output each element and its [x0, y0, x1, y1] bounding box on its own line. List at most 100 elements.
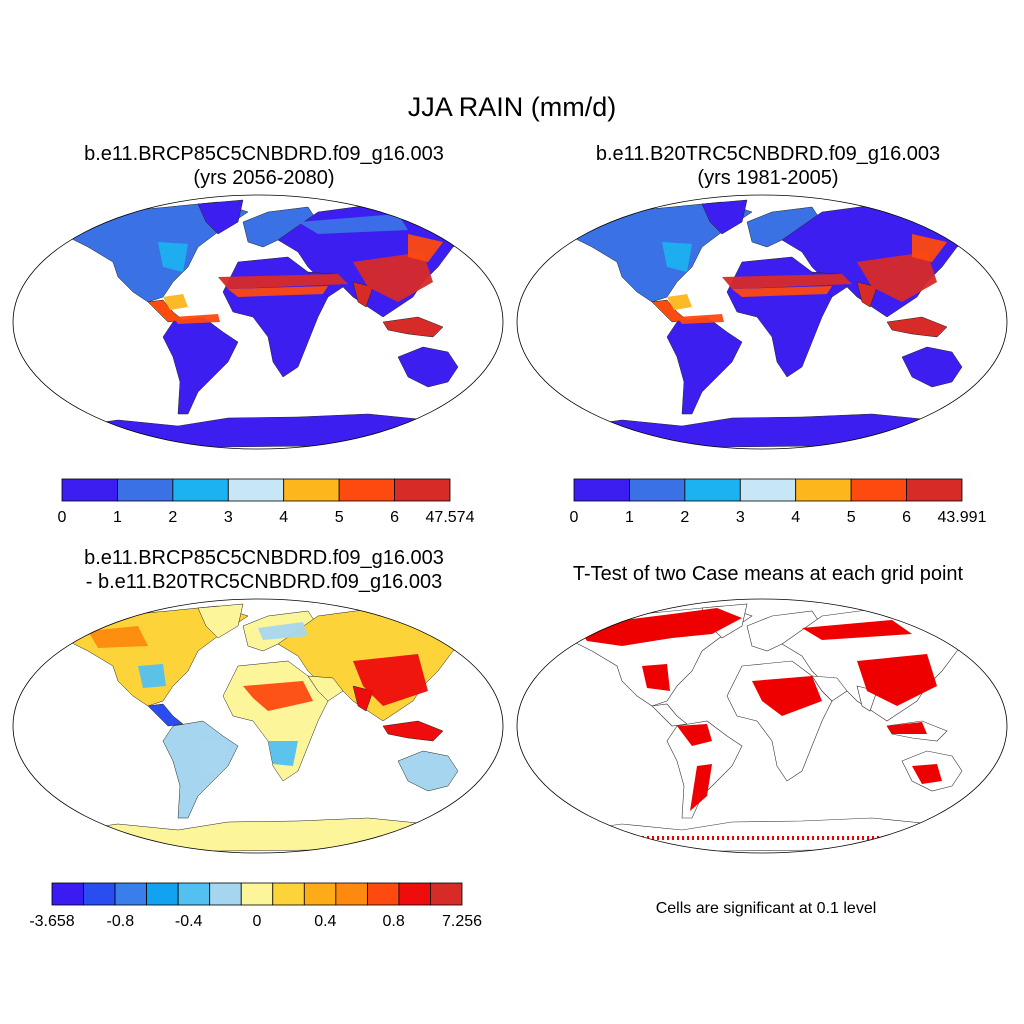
title-line-2: - b.e11.B20TRC5CNBDRD.f09_g16.003	[85, 571, 443, 593]
colorbar-label: 47.574	[426, 509, 475, 526]
rain-field	[353, 654, 428, 706]
colorbar-box	[283, 478, 340, 502]
land-ca	[651, 703, 688, 727]
map-content	[67, 199, 484, 448]
colorbar-box	[177, 882, 211, 906]
title-line-2: (yrs 2056-2080)	[193, 167, 335, 189]
rain-field	[218, 274, 348, 289]
land-ma	[382, 720, 444, 742]
figure-title: JJA RAIN (mm/d)	[407, 92, 617, 122]
rain-field	[243, 681, 313, 711]
colorbar-label: 0	[570, 509, 579, 526]
rain-field	[258, 622, 308, 640]
land-gl	[701, 199, 748, 235]
map-frame	[12, 194, 504, 450]
colorbar-label: 5	[847, 509, 856, 526]
rain-field	[722, 274, 852, 289]
colorbar-box	[51, 882, 84, 906]
map-content	[571, 603, 988, 852]
rain-field	[138, 664, 166, 688]
significant-cells	[802, 620, 912, 640]
significant-cells	[577, 608, 742, 646]
rain-field	[173, 314, 220, 324]
colorbar-box	[394, 478, 451, 502]
title-line-1: b.e11.BRCP85C5CNBDRD.f09_g16.003	[84, 143, 444, 165]
colorbar-label: 6	[902, 509, 911, 526]
colorbar-label: 0	[253, 913, 262, 930]
colorbar-label: 0.4	[314, 913, 336, 930]
title-line-1: b.e11.BRCP85C5CNBDRD.f09_g16.003	[84, 547, 444, 569]
land-au	[397, 346, 459, 388]
rain-field	[163, 294, 188, 310]
colorbar-label: 0.8	[383, 913, 405, 930]
rain-field	[158, 242, 188, 272]
land-ma	[886, 316, 948, 338]
rain-field	[408, 234, 443, 262]
colorbar-box	[272, 882, 305, 906]
significant-cells	[690, 764, 712, 811]
top-left-colorbar: 0 1 2 3 4 5 6 47.574	[58, 478, 475, 526]
significant-cells	[960, 621, 987, 636]
colorbar-label: 43.991	[938, 509, 987, 526]
colorbar-label: 1	[113, 509, 122, 526]
map-frame	[516, 598, 1008, 854]
panel-title-bottom-left: b.e11.BRCP85C5CNBDRD.f09_g16.003 - b.e11…	[16, 546, 512, 594]
significant-cells	[857, 654, 937, 706]
colorbar-box	[795, 478, 852, 502]
colorbar-box	[61, 478, 118, 502]
top-left-map	[12, 194, 504, 450]
land-an	[571, 413, 973, 448]
significant-cells	[912, 764, 942, 784]
land-gl	[197, 199, 244, 235]
colorbar-box	[240, 882, 274, 906]
colorbar-box	[430, 882, 463, 906]
land-an	[67, 413, 469, 448]
colorbar-box	[117, 478, 174, 502]
map-content	[571, 199, 988, 448]
rain-field	[228, 286, 328, 297]
land-au	[397, 750, 459, 792]
top-right-colorbar: 0 1 2 3 4 5 6 43.991	[570, 478, 987, 526]
colorbar-box	[573, 478, 630, 502]
colorbar-box	[146, 882, 179, 906]
land-au	[901, 346, 963, 388]
land-sa	[666, 316, 743, 415]
colorbar-label: 2	[680, 509, 689, 526]
colorbar-box	[335, 882, 368, 906]
significant-cells	[642, 664, 670, 691]
panel-title-top-right: b.e11.B20TRC5CNBDRD.f09_g16.003 (yrs 198…	[520, 142, 1016, 190]
title-line-1: b.e11.B20TRC5CNBDRD.f09_g16.003	[595, 143, 941, 165]
colorbar-label: 7.256	[442, 913, 482, 930]
significant-cells	[887, 722, 927, 734]
panel-title-top-left: b.e11.BRCP85C5CNBDRD.f09_g16.003 (yrs 20…	[16, 142, 512, 190]
significant-cells	[752, 676, 822, 716]
significance-note: Cells are significant at 0.1 level	[655, 900, 877, 917]
rain-field	[857, 252, 937, 302]
rain-field	[353, 252, 433, 302]
rain-field	[298, 214, 408, 234]
rain-field	[662, 242, 692, 272]
colorbar-box	[739, 478, 797, 502]
colorbar-box	[398, 882, 431, 906]
colorbar-label: -0.8	[107, 913, 135, 930]
colorbar-box	[209, 882, 242, 906]
land-in	[352, 281, 374, 308]
colorbar-label: 0	[58, 509, 67, 526]
colorbar-label: 3	[224, 509, 233, 526]
rain-field	[732, 286, 832, 297]
rain-field	[912, 234, 947, 262]
colorbar-label: -3.658	[29, 913, 74, 930]
title-line-2: (yrs 1981-2005)	[697, 167, 839, 189]
rain-field	[198, 741, 228, 776]
land-sa	[162, 316, 239, 415]
map-frame	[516, 194, 1008, 450]
bottom-left-colorbar: -3.658 -0.8 -0.4 0 0.4 0.8 7.256	[29, 882, 482, 930]
land-ar	[307, 675, 344, 702]
colorbar-box	[338, 478, 395, 502]
colorbar-label: -0.4	[175, 913, 203, 930]
land-an	[67, 817, 469, 852]
colorbar-label: 5	[335, 509, 344, 526]
rain-field	[268, 741, 298, 766]
colorbar-box	[684, 478, 741, 502]
